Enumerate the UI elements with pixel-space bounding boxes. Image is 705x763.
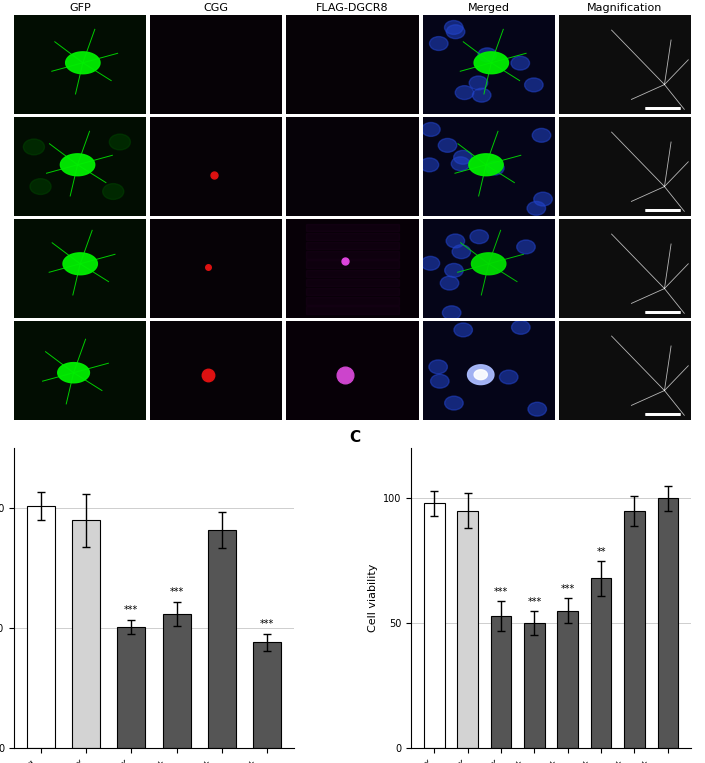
Circle shape (429, 360, 448, 374)
Bar (253, 642, 281, 748)
Circle shape (109, 134, 130, 150)
Circle shape (431, 375, 449, 388)
Text: **: ** (596, 547, 606, 557)
Title: FLAG-DGCR8: FLAG-DGCR8 (316, 3, 389, 13)
Polygon shape (61, 154, 94, 175)
Circle shape (445, 396, 463, 410)
Bar (27, 506, 55, 748)
Bar (306, 307, 399, 314)
Y-axis label: Cell viability: Cell viability (367, 564, 378, 633)
Circle shape (421, 256, 440, 270)
Bar (558, 610, 578, 748)
Bar (306, 251, 399, 259)
Circle shape (532, 128, 551, 142)
Text: ***: *** (494, 587, 508, 597)
Circle shape (451, 157, 470, 171)
Polygon shape (58, 362, 90, 383)
Bar (458, 510, 478, 748)
Bar (591, 578, 611, 748)
Bar (524, 623, 545, 748)
Bar (491, 616, 511, 748)
Polygon shape (66, 52, 100, 74)
Bar (117, 627, 145, 748)
Circle shape (455, 85, 474, 99)
Circle shape (534, 192, 552, 206)
Title: GFP: GFP (69, 3, 91, 13)
Circle shape (23, 139, 44, 155)
Circle shape (445, 263, 463, 277)
Circle shape (446, 234, 465, 248)
Circle shape (441, 276, 459, 290)
Circle shape (446, 25, 465, 39)
Bar (624, 510, 645, 748)
Circle shape (470, 76, 488, 90)
Bar (72, 520, 100, 748)
Circle shape (439, 138, 457, 153)
Polygon shape (472, 253, 506, 275)
Polygon shape (63, 253, 97, 275)
Bar (208, 530, 235, 748)
Circle shape (452, 245, 471, 259)
Bar (306, 288, 399, 295)
Bar (306, 242, 399, 250)
Polygon shape (469, 154, 503, 175)
Circle shape (30, 179, 51, 195)
Title: Magnification: Magnification (587, 3, 663, 13)
Circle shape (478, 48, 496, 62)
Circle shape (517, 240, 535, 254)
Polygon shape (474, 370, 487, 380)
Bar (306, 298, 399, 304)
Text: C: C (350, 430, 361, 446)
Circle shape (512, 320, 530, 334)
Circle shape (454, 323, 472, 336)
Circle shape (486, 161, 504, 175)
Circle shape (454, 150, 472, 164)
Polygon shape (474, 52, 508, 74)
Text: ***: *** (527, 597, 541, 607)
Circle shape (470, 230, 489, 243)
Text: ***: *** (260, 620, 274, 629)
Polygon shape (467, 365, 494, 385)
Title: Merged: Merged (467, 3, 510, 13)
Circle shape (429, 37, 448, 50)
Bar (163, 613, 190, 748)
Circle shape (445, 21, 463, 34)
Text: ***: *** (169, 587, 184, 597)
Circle shape (422, 123, 440, 137)
Circle shape (528, 402, 546, 416)
Text: ***: *** (124, 605, 138, 615)
Circle shape (527, 201, 546, 215)
Text: ***: *** (560, 584, 575, 594)
Bar (424, 504, 445, 748)
Title: CGG: CGG (204, 3, 229, 13)
Circle shape (472, 89, 491, 102)
Circle shape (420, 158, 439, 172)
Circle shape (511, 56, 529, 70)
Bar (306, 224, 399, 231)
Circle shape (443, 306, 461, 320)
Circle shape (103, 184, 124, 199)
Bar (306, 269, 399, 277)
Circle shape (499, 370, 518, 384)
Bar (306, 233, 399, 240)
Bar (306, 278, 399, 286)
Circle shape (525, 78, 543, 92)
Bar (658, 498, 678, 748)
Bar (306, 260, 399, 268)
